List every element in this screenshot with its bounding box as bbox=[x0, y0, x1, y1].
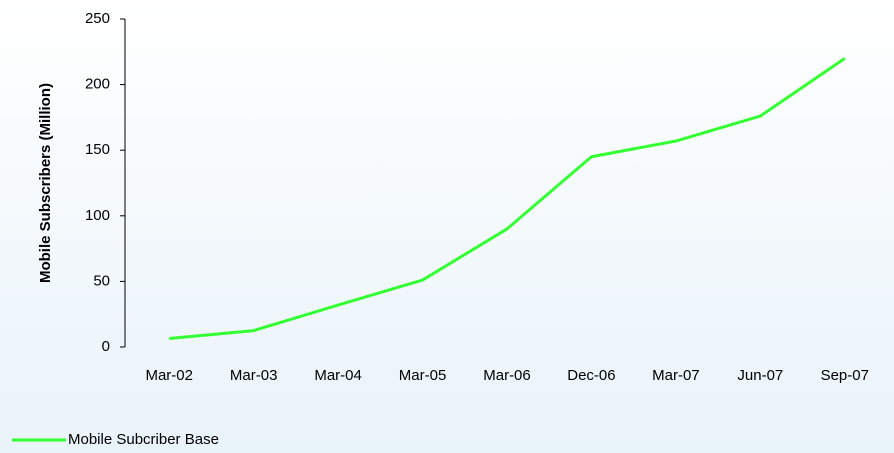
line-series bbox=[169, 57, 846, 340]
x-tick-label: Mar-06 bbox=[483, 367, 531, 384]
y-tick-label: 0 bbox=[102, 338, 110, 355]
x-tick-label: Mar-04 bbox=[314, 367, 362, 384]
y-tick-label: 200 bbox=[85, 76, 110, 93]
x-tick-label: Mar-05 bbox=[399, 367, 447, 384]
y-tick-label: 150 bbox=[85, 141, 110, 158]
x-tick-label: Sep-07 bbox=[821, 367, 869, 384]
x-tick-label: Jun-07 bbox=[737, 367, 783, 384]
y-tick-label: 100 bbox=[85, 207, 110, 224]
y-tick-label: 250 bbox=[85, 10, 110, 27]
x-tick-label: Mar-07 bbox=[652, 367, 700, 384]
legend-label: Mobile Subcriber Base bbox=[68, 431, 219, 448]
y-tick-label: 50 bbox=[93, 272, 110, 289]
x-tick-label: Mar-02 bbox=[145, 367, 193, 384]
x-tick-label: Dec-06 bbox=[567, 367, 615, 384]
y-axis-label: Mobile Subscribers (Million) bbox=[37, 83, 54, 283]
x-tick-label: Mar-03 bbox=[230, 367, 278, 384]
